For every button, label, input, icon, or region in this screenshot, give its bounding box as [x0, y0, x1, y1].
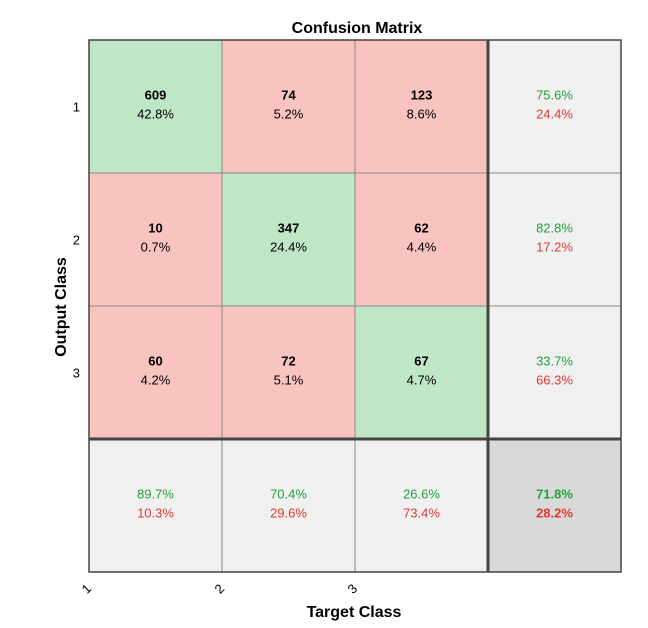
- col-summary-cell: [355, 439, 488, 572]
- matrix-frame: [88, 39, 622, 573]
- col-correct-rate: 26.6%: [403, 487, 440, 502]
- row-error-rate: 24.4%: [536, 107, 573, 122]
- y-tick-label: 3: [73, 366, 80, 381]
- col-error-rate: 73.4%: [403, 506, 440, 521]
- chart-title: Confusion Matrix: [292, 20, 423, 37]
- cell-percent-label: 24.4%: [270, 240, 307, 255]
- matrix-cell: [89, 306, 222, 439]
- matrix-cell: [355, 306, 488, 439]
- overall-accuracy: 71.8%: [536, 487, 573, 502]
- matrix-cell: [355, 173, 488, 306]
- cell-count-label: 67: [414, 354, 428, 369]
- cell-count-label: 60: [148, 354, 162, 369]
- col-summary-cell: [89, 439, 222, 572]
- row-error-rate: 66.3%: [536, 373, 573, 388]
- cell-count-label: 347: [278, 221, 300, 236]
- matrix-cell: [89, 173, 222, 306]
- matrix-cell: [89, 40, 222, 173]
- cell-percent-label: 0.7%: [141, 240, 171, 255]
- cell-count-label: 10: [148, 221, 162, 236]
- cell-percent-label: 42.8%: [137, 107, 174, 122]
- row-correct-rate: 82.8%: [536, 221, 573, 236]
- cell-percent-label: 4.4%: [407, 240, 437, 255]
- cell-count-label: 609: [145, 88, 167, 103]
- cell-count-label: 72: [281, 354, 295, 369]
- cell-percent-label: 4.2%: [141, 373, 171, 388]
- matrix-cell: [222, 173, 355, 306]
- x-axis-title: Target Class: [307, 604, 402, 621]
- x-tick-label: 1: [78, 581, 94, 597]
- grid-lines: [88, 39, 622, 573]
- cell-percent-label: 4.7%: [407, 373, 437, 388]
- y-tick-label: 2: [73, 233, 80, 248]
- matrix-cell: [355, 40, 488, 173]
- col-error-rate: 10.3%: [137, 506, 174, 521]
- cell-percent-label: 5.2%: [274, 107, 304, 122]
- row-error-rate: 17.2%: [536, 240, 573, 255]
- cell-count-label: 62: [414, 221, 428, 236]
- x-tick-label: 3: [344, 581, 360, 597]
- overall-cell: [488, 439, 621, 572]
- col-correct-rate: 89.7%: [137, 487, 174, 502]
- y-tick-label: 1: [73, 100, 80, 115]
- row-summary-cell: [488, 40, 621, 173]
- matrix-cell: [222, 40, 355, 173]
- y-axis-title: Output Class: [53, 257, 70, 357]
- summary-cells: 75.6% 24.4% 82.8% 17.2% 33.7% 66.3% 89.7% 10.3%…: [89, 40, 621, 572]
- overall-error: 28.2%: [536, 506, 573, 521]
- matrix-cell: [222, 306, 355, 439]
- col-correct-rate: 70.4%: [270, 487, 307, 502]
- x-tick-label: 2: [211, 581, 227, 597]
- col-summary-cell: [222, 439, 355, 572]
- cell-percent-label: 8.6%: [407, 107, 437, 122]
- row-correct-rate: 33.7%: [536, 354, 573, 369]
- row-summary-cell: [488, 173, 621, 306]
- row-summary-cell: [488, 306, 621, 439]
- col-error-rate: 29.6%: [270, 506, 307, 521]
- cell-count-label: 74: [281, 88, 296, 103]
- matrix-cells: 609 42.8% 74 5.2% 123 8.6% 10 0.7% 347 24.4% 62 4.4…: [89, 40, 488, 439]
- row-correct-rate: 75.6%: [536, 88, 573, 103]
- cell-count-label: 123: [411, 88, 433, 103]
- cell-percent-label: 5.1%: [274, 373, 304, 388]
